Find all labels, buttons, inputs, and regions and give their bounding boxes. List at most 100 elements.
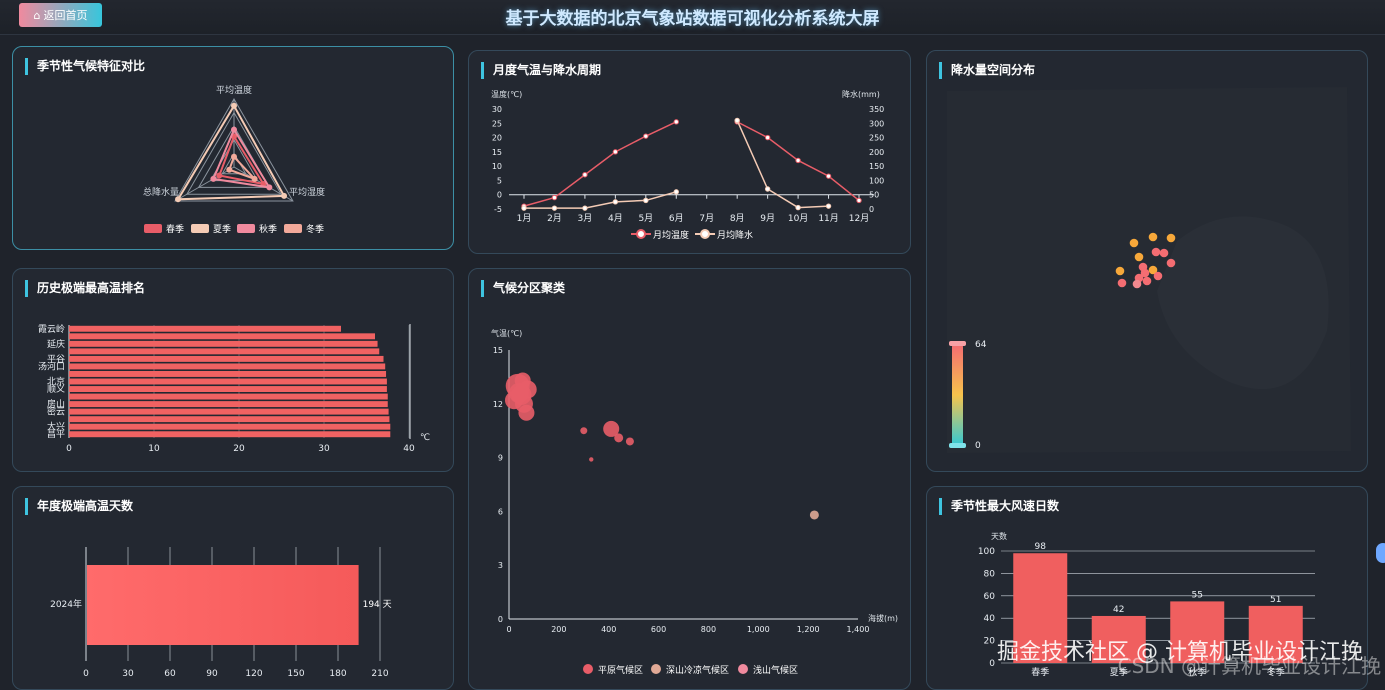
rank-category: 北京 [47, 376, 65, 388]
y-right-tick: 100 [869, 176, 884, 185]
legend-swatch-summer [191, 224, 209, 233]
series-point [764, 186, 771, 192]
series-line-1 [524, 191, 677, 209]
visual-map-min: 0 [975, 441, 981, 451]
series-point [582, 205, 588, 211]
radar-point [266, 184, 273, 191]
visual-map-legend[interactable]: 64 0 [949, 340, 987, 451]
rank-unit: ℃ [420, 433, 430, 443]
cluster-point [508, 383, 529, 404]
rank-bar [69, 408, 389, 415]
radar-series-1 [176, 103, 286, 201]
home-icon: ⌂ [33, 8, 41, 22]
radar-chart[interactable]: 平均温度 平均湿度 总降水量 春季 夏季 秋季 冬季 [13, 47, 453, 249]
legend-marker-deep-mountain [651, 664, 661, 674]
rank-category: 平谷 [47, 354, 65, 365]
y-left-tick: 10 [492, 162, 502, 171]
top-bar: ⌂ 返回首页 基于大数据的北京气象站数据可视化分析系统大屏 [0, 0, 1385, 35]
hot-tick: 60 [164, 669, 176, 679]
radar-series-3 [228, 154, 256, 180]
hot-days-chart[interactable]: 0 30 60 90 120 150 180 210 2024年 194 天 [13, 487, 453, 689]
radar-spoke [174, 166, 235, 202]
side-float-button[interactable] [1376, 543, 1385, 563]
cluster-point [580, 427, 588, 435]
station-point [1142, 276, 1152, 286]
y-left-tick: 20 [492, 134, 502, 143]
radar-point [216, 172, 223, 179]
cluster-point [614, 433, 624, 443]
radar-series [175, 102, 288, 203]
cluster-point [589, 457, 594, 462]
station-point [1151, 247, 1161, 257]
wind-category: 夏季 [1110, 666, 1128, 678]
wind-category: 冬季 [1267, 666, 1285, 678]
rank-bar [69, 348, 380, 355]
monthly-legend[interactable]: 月均温度 月均降水 [631, 229, 753, 241]
series-point [856, 197, 862, 204]
legend-swatch-spring [144, 224, 162, 233]
station-point [1129, 238, 1139, 248]
radar-legend[interactable]: 春季 夏季 秋季 冬季 [144, 223, 324, 235]
series-line-0 [523, 121, 677, 207]
x-tick: 7月 [699, 213, 714, 224]
station-point [1117, 278, 1127, 288]
wind-bar [1013, 553, 1068, 663]
panel-monthly-cycle: 月度气温与降水周期 温度(℃) 降水(mm) -5 0 5 10 15 20 25 30 0 50… [468, 50, 911, 254]
cluster-axes: 0 3 6 9 12 15 0 200 400 600 800 1,000 1,200 1,400 [493, 346, 870, 634]
panel-title: 气候分区聚类 [481, 280, 565, 297]
watermark-juejin: 掘金技术社区 @ 计算机毕业设计江挽 [997, 640, 1363, 665]
series-point [643, 133, 649, 139]
wind-y-label: 天数 [991, 531, 1007, 541]
wind-y-tick: 0 [989, 659, 995, 669]
series-point [643, 197, 649, 204]
panel-seasonal-radar: 季节性气候特征对比 平均温度 平均湿度 总降水量 春季 夏季 秋季 冬季 [12, 46, 454, 250]
rank-category: 汤河口 [38, 360, 65, 372]
y-right-tick: 300 [869, 119, 884, 128]
panel-extreme-rank: 历史极端最高温排名 昌平 大兴 密云 房山 顺义 北京 汤河口 平谷 延庆 霞云岭 0 10 20 30… [12, 268, 454, 472]
series-point [825, 203, 832, 209]
hot-tick: 180 [329, 669, 346, 679]
series-point [825, 173, 832, 179]
legend-label-winter: 冬季 [306, 223, 324, 235]
precip-map[interactable]: 64 0 [927, 51, 1367, 471]
rank-category: 昌平 [47, 429, 65, 440]
rank-bar [69, 371, 387, 377]
cluster-x-tick: 400 [601, 625, 616, 634]
hot-tick: 0 [83, 669, 89, 679]
rank-bar [69, 333, 375, 340]
cluster-x-label: 海拔(m) [868, 613, 898, 623]
wind-value-label: 98 [1035, 542, 1047, 552]
x-tick: 1月 [517, 213, 532, 224]
wind-days-chart[interactable]: 天数 0 20 40 60 80 100 98 春季 42 夏季 55 秋季 51 冬季 [927, 487, 1367, 689]
station-point [1166, 233, 1176, 243]
cluster-legend[interactable]: 平原气候区 深山冷凉气候区 浅山气候区 [583, 664, 798, 676]
y-left-tick: 30 [492, 105, 502, 114]
wind-category: 春季 [1031, 666, 1049, 678]
home-button[interactable]: ⌂ 返回首页 [19, 3, 102, 27]
wind-y-tick: 20 [984, 637, 996, 647]
series-point [582, 172, 588, 178]
legend-marker-shallow-mountain [738, 664, 748, 674]
y-left-tick: 5 [497, 176, 502, 185]
radar-grid [174, 98, 294, 202]
series-point [734, 117, 740, 124]
wind-bars: 98 春季 42 夏季 55 秋季 51 冬季 [1013, 542, 1303, 678]
panel-title: 季节性气候特征对比 [25, 58, 145, 75]
series-point [612, 199, 619, 205]
cluster-x-tick: 200 [551, 625, 566, 634]
radar-point [231, 153, 237, 160]
rank-bar [69, 386, 387, 392]
wind-y-tick: 100 [978, 547, 995, 557]
cluster-chart[interactable]: 气温(℃) 海拔(m) 0 3 6 9 12 15 0 200 400 600 800 1,000 1,… [469, 269, 910, 689]
radar-point [226, 166, 233, 173]
wind-value-label: 42 [1113, 605, 1124, 615]
cluster-y-label: 气温(℃) [491, 328, 522, 338]
monthly-chart[interactable]: 温度(℃) 降水(mm) -50510152025300501001502002… [469, 51, 910, 253]
series-point [673, 119, 679, 125]
radar-point [281, 192, 288, 199]
hot-tick: 30 [122, 669, 134, 679]
rank-ticks: 0 10 20 30 40 [66, 444, 415, 454]
